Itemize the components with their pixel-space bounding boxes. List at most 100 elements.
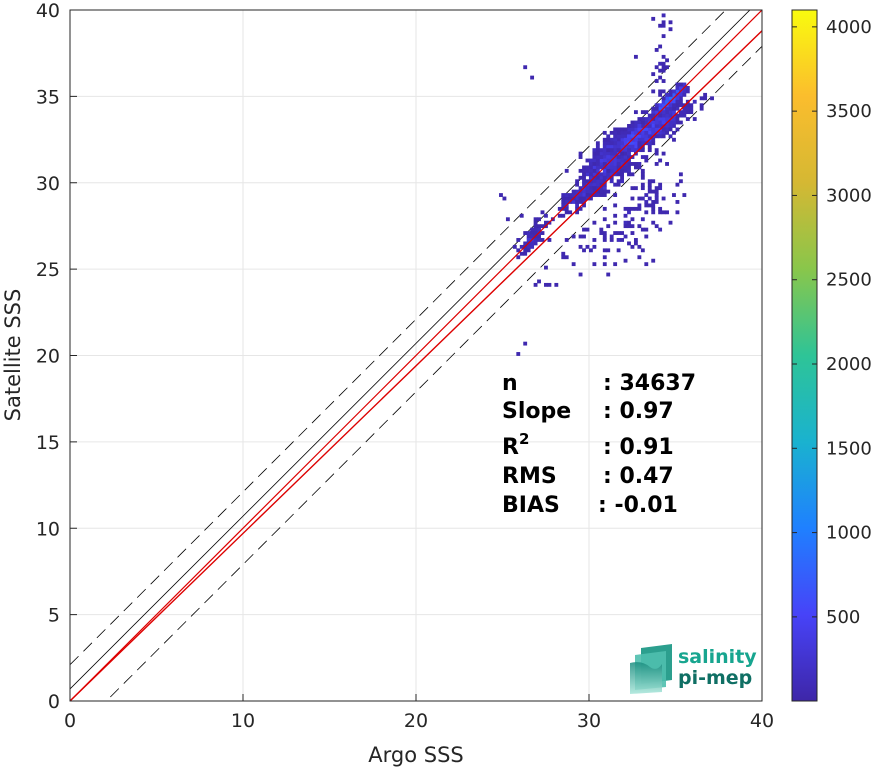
density-cell bbox=[561, 255, 566, 260]
density-cell bbox=[623, 155, 628, 159]
density-cell bbox=[599, 179, 604, 184]
density-cell bbox=[609, 141, 614, 146]
y-tick-label: 30 bbox=[36, 173, 60, 195]
density-cell bbox=[661, 23, 666, 28]
density-cell bbox=[533, 224, 538, 229]
density-cell bbox=[582, 168, 586, 173]
density-cell bbox=[530, 244, 535, 249]
density-cell bbox=[602, 255, 607, 260]
density-cell bbox=[623, 213, 628, 218]
density-cell bbox=[668, 113, 673, 118]
density-cell bbox=[544, 265, 548, 270]
density-cell bbox=[640, 134, 645, 139]
density-cell bbox=[602, 155, 607, 159]
density-cell bbox=[633, 124, 638, 128]
density-cell bbox=[647, 186, 652, 191]
density-cell bbox=[523, 248, 528, 253]
density-cell bbox=[640, 120, 645, 125]
density-cell bbox=[633, 110, 638, 115]
density-cell bbox=[661, 127, 666, 132]
y-tick-label: 5 bbox=[48, 605, 60, 627]
density-cell bbox=[516, 352, 521, 356]
y-tick-label: 15 bbox=[36, 432, 60, 454]
density-cell bbox=[644, 158, 649, 163]
density-cell bbox=[678, 113, 683, 118]
stat-label-bias: BIAS bbox=[502, 493, 560, 518]
density-cell bbox=[519, 244, 524, 249]
density-cell bbox=[627, 168, 631, 173]
density-cell bbox=[630, 224, 635, 229]
density-cell bbox=[661, 96, 666, 101]
density-cell bbox=[613, 144, 618, 149]
density-cell bbox=[640, 137, 645, 142]
density-cell bbox=[620, 137, 624, 142]
density-cell bbox=[595, 186, 600, 191]
density-cell bbox=[672, 193, 676, 197]
density-cell bbox=[682, 82, 687, 87]
density-cell bbox=[616, 155, 621, 159]
density-cell bbox=[685, 117, 690, 121]
density-cell bbox=[637, 144, 642, 149]
density-cell bbox=[637, 165, 642, 170]
density-cell bbox=[661, 20, 666, 25]
density-cell bbox=[672, 103, 676, 108]
density-cell bbox=[606, 168, 611, 173]
density-cell bbox=[661, 151, 666, 156]
density-cell bbox=[637, 134, 642, 139]
density-cell bbox=[661, 113, 666, 118]
density-cell bbox=[633, 206, 638, 211]
density-cell bbox=[627, 210, 631, 215]
density-cell bbox=[661, 134, 666, 139]
y-axis-label: Satellite SSS bbox=[1, 289, 25, 422]
density-cell bbox=[533, 241, 538, 246]
density-cell bbox=[578, 206, 583, 211]
density-cell bbox=[630, 120, 635, 125]
density-cell bbox=[699, 106, 704, 111]
density-cell bbox=[654, 148, 659, 153]
density-cell bbox=[606, 224, 611, 229]
density-cell bbox=[609, 234, 614, 239]
density-cell bbox=[689, 106, 694, 111]
density-cell bbox=[564, 196, 569, 201]
density-cell bbox=[633, 130, 638, 135]
density-cell bbox=[620, 130, 624, 135]
density-cell bbox=[640, 182, 645, 187]
density-cell bbox=[640, 110, 645, 115]
density-cell bbox=[630, 186, 635, 191]
density-cell bbox=[640, 175, 645, 180]
density-cell bbox=[537, 238, 541, 242]
density-cell bbox=[644, 120, 649, 125]
density-cell bbox=[665, 130, 669, 135]
salinity-pi-mep-logo: salinity pi-mep bbox=[630, 644, 757, 694]
density-cell bbox=[647, 130, 652, 135]
density-cell bbox=[675, 82, 680, 87]
density-cell bbox=[620, 134, 624, 139]
density-cell bbox=[589, 172, 593, 177]
density-cell bbox=[620, 127, 624, 132]
density-cell bbox=[523, 241, 528, 246]
density-cell bbox=[685, 89, 690, 94]
density-cell bbox=[665, 162, 669, 166]
density-cell bbox=[672, 124, 676, 128]
density-cell bbox=[533, 238, 538, 242]
density-cell bbox=[606, 248, 611, 253]
density-cell bbox=[609, 175, 614, 180]
density-cell bbox=[658, 186, 663, 191]
density-cell bbox=[672, 117, 676, 121]
density-cell bbox=[616, 238, 621, 242]
density-cell bbox=[613, 148, 618, 153]
density-cell bbox=[585, 179, 590, 184]
density-cell bbox=[592, 238, 597, 242]
density-cell bbox=[575, 203, 580, 208]
density-cell bbox=[654, 48, 659, 52]
density-cell bbox=[633, 241, 638, 246]
density-cell bbox=[578, 168, 583, 173]
density-cell bbox=[602, 151, 607, 156]
density-cell bbox=[613, 193, 618, 197]
density-cell bbox=[582, 248, 586, 253]
density-cell bbox=[599, 151, 604, 156]
stat-value-slope: : 0.97 bbox=[603, 399, 674, 424]
density-cell bbox=[544, 220, 548, 225]
density-cell bbox=[678, 179, 683, 184]
density-cell bbox=[613, 220, 618, 225]
